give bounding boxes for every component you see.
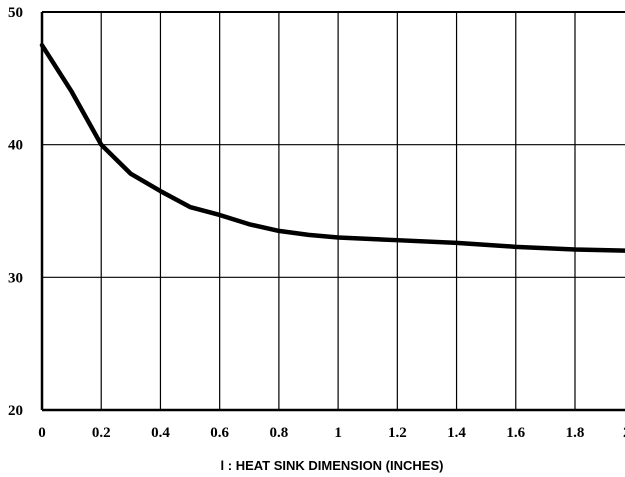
series-group	[39, 42, 625, 253]
x-tick-label: 0	[38, 425, 46, 441]
x-tick-label: 0.4	[151, 425, 170, 441]
y-tick-label: 30	[8, 270, 23, 286]
y-tick-label: 50	[8, 5, 23, 21]
y-tick-label: 40	[8, 138, 23, 154]
x-tick-label: 1	[334, 425, 342, 441]
x-tick-label: 0.6	[210, 425, 229, 441]
x-axis-title: l : HEAT SINK DIMENSION (INCHES)	[221, 458, 444, 473]
x-tick-label: 0.8	[270, 425, 289, 441]
x-axis-tick-labels: 0 0.2 0.4 0.6 0.8 1 1.2 1.4 1.6 1.8 2	[38, 425, 625, 441]
x-tick-label: 1.6	[506, 425, 525, 441]
x-tick-label: 1.8	[566, 425, 585, 441]
x-tick-label: 2	[623, 425, 625, 441]
y-tick-label: 20	[8, 403, 23, 419]
x-tick-label: 1.4	[447, 425, 466, 441]
y-axis-tick-labels: 20 30 40 50	[8, 5, 23, 419]
x-tick-label: 1.2	[388, 425, 407, 441]
grid	[40, 11, 625, 412]
x-tick-label: 0.2	[92, 425, 111, 441]
series-line	[39, 42, 625, 253]
